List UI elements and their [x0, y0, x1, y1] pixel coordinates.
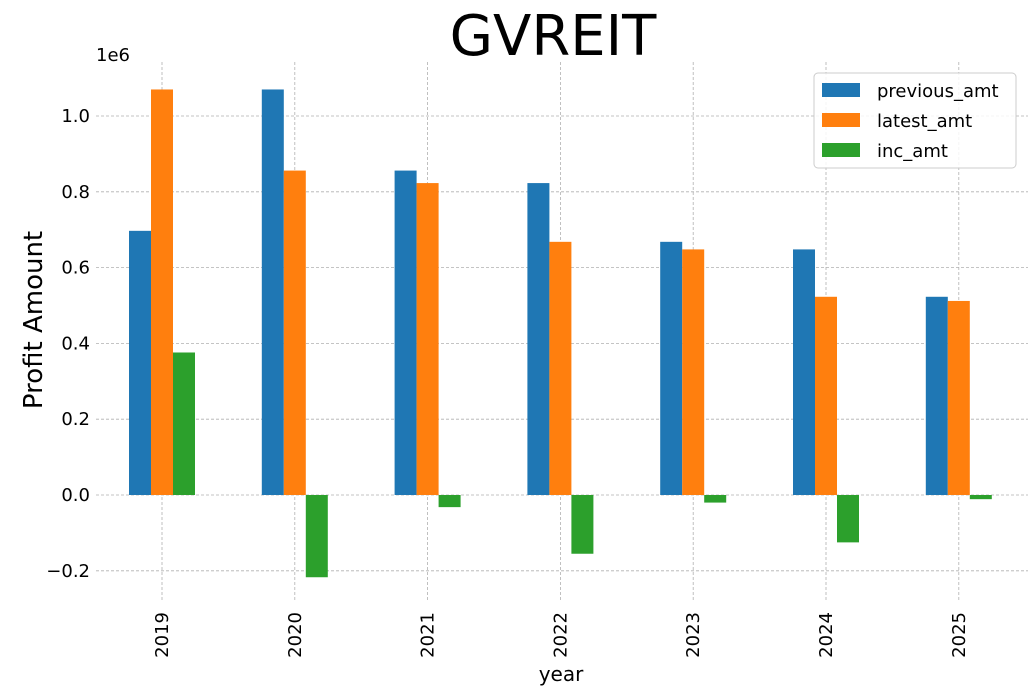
x-tick-label: 2024 [816, 612, 837, 658]
bar-inc_amt-2020 [305, 495, 328, 578]
bars [129, 89, 992, 578]
bar-previous_amt-2025 [925, 296, 948, 495]
bar-latest_amt-2019 [151, 89, 173, 495]
y-axis-label: Profit Amount [19, 231, 49, 409]
y-ticks: −0.2 0.0 0.2 0.4 0.6 0.8 1.0 [46, 106, 90, 582]
x-tick-label: 2025 [949, 612, 970, 658]
bar-inc_amt-2025 [969, 495, 992, 500]
y-tick-label: 0.8 [61, 182, 90, 203]
bar-previous_amt-2023 [660, 241, 683, 495]
x-tick-label: 2019 [152, 612, 173, 658]
bar-inc_amt-2023 [704, 495, 727, 503]
x-tick-label: 2022 [550, 612, 571, 658]
legend: previous_amt latest_amt inc_amt [813, 72, 1017, 169]
bar-latest_amt-2023 [682, 249, 705, 495]
bar-latest_amt-2024 [815, 296, 837, 495]
y-tick-label: 0.4 [61, 333, 90, 354]
legend-swatch-latest_amt [822, 113, 860, 127]
legend-label-previous_amt: previous_amt [877, 81, 999, 102]
legend-swatch-inc_amt [822, 143, 860, 157]
bar-latest_amt-2021 [416, 183, 439, 495]
bar-inc_amt-2024 [837, 495, 859, 543]
x-tick-label: 2023 [683, 612, 704, 658]
chart-title: GVREIT [450, 4, 658, 69]
bar-previous_amt-2021 [394, 170, 417, 496]
y-offset-label: 1e6 [96, 45, 130, 66]
legend-swatch-previous_amt [822, 83, 860, 97]
bar-inc_amt-2022 [571, 495, 594, 554]
bar-previous_amt-2020 [261, 89, 284, 495]
bar-inc_amt-2019 [173, 352, 195, 495]
bar-latest_amt-2025 [947, 300, 970, 495]
bar-latest_amt-2022 [549, 241, 572, 495]
legend-label-inc_amt: inc_amt [877, 141, 948, 162]
x-axis-label: year [539, 662, 584, 686]
legend-label-latest_amt: latest_amt [877, 111, 972, 132]
y-tick-label: 0.2 [61, 409, 90, 430]
legend-box [813, 72, 1017, 169]
bar-previous_amt-2022 [527, 183, 550, 495]
bar-previous_amt-2024 [793, 249, 815, 495]
y-tick-label: 0.6 [61, 258, 90, 279]
bar-latest_amt-2020 [283, 170, 306, 496]
bar-previous_amt-2019 [129, 230, 151, 495]
y-tick-label: −0.2 [46, 561, 90, 582]
x-ticks: 2019 2020 2021 2022 2023 2024 2025 [152, 612, 970, 658]
y-tick-label: 1.0 [61, 106, 90, 127]
bar-inc_amt-2021 [438, 495, 461, 508]
y-tick-label: 0.0 [61, 485, 90, 506]
x-tick-label: 2020 [285, 612, 306, 658]
x-tick-label: 2021 [418, 612, 439, 658]
